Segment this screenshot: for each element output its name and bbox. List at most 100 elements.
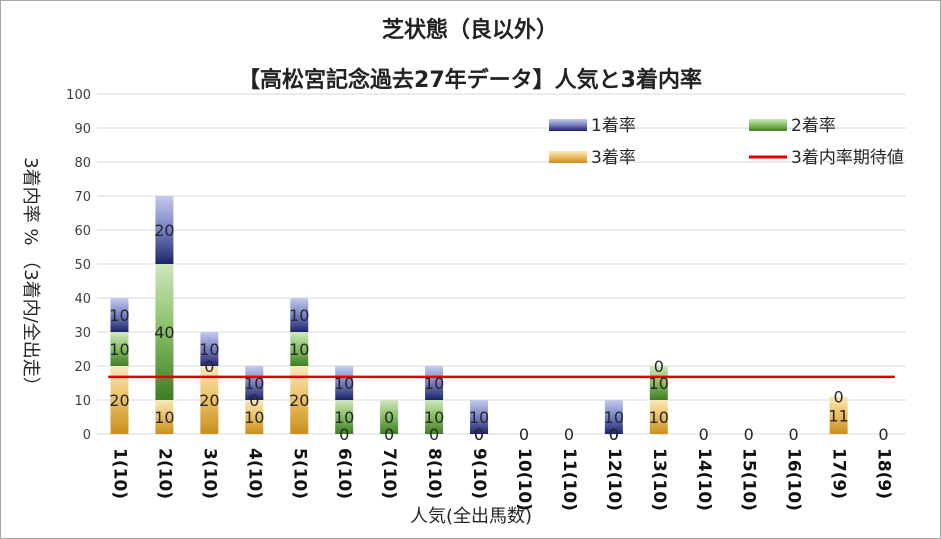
bar-3rd-4	[245, 400, 264, 434]
y-tick-40: 40	[74, 292, 91, 307]
x-tick-3: 3(10)	[199, 448, 219, 499]
x-tick-18: 18(9)	[874, 448, 894, 499]
legend-label-1着率: 1着率	[591, 116, 636, 136]
x-tick-9: 9(10)	[469, 448, 489, 499]
legend-label-2着率: 2着率	[791, 116, 836, 136]
label-3rd-1: 20	[109, 391, 129, 410]
label-3rd-17: 11	[828, 406, 848, 425]
legend-label-3着率: 3着率	[591, 148, 636, 168]
x-tick-7: 7(10)	[379, 448, 399, 499]
x-tick-5: 5(10)	[289, 448, 309, 499]
label-3rd-4: 10	[244, 408, 264, 427]
label-2nd-1: 10	[109, 340, 129, 359]
label-2nd-5: 10	[289, 340, 309, 359]
bar-1st-6	[335, 366, 354, 400]
label-2nd-3: 0	[204, 357, 214, 376]
bar-2nd-6	[335, 400, 354, 434]
x-tick-10: 10(10)	[514, 448, 534, 511]
label-2nd-12: 0	[609, 425, 619, 444]
x-tick-2: 2(10)	[154, 448, 174, 499]
label-3rd-15: 0	[744, 425, 754, 444]
x-tick-11: 11(10)	[559, 448, 579, 511]
legend-swatch-3着率	[549, 151, 587, 163]
bar-1st-8	[425, 366, 444, 400]
label-3rd-12: 0	[609, 425, 619, 444]
x-tick-4: 4(10)	[244, 448, 264, 499]
bar-2nd-5	[290, 332, 309, 366]
legend: 1着率 2着率 3着率 3着内率期待値	[549, 116, 904, 168]
bar-2nd-1	[110, 332, 129, 366]
bar-3rd-1	[110, 366, 129, 434]
label-2nd-7: 0	[384, 408, 394, 427]
label-3rd-3: 20	[199, 391, 219, 410]
x-tick-12: 12(10)	[604, 448, 624, 511]
bars	[110, 196, 848, 434]
bar-3rd-17	[829, 396, 848, 434]
label-3rd-9: 0	[474, 425, 484, 444]
x-tick-16: 16(10)	[784, 448, 804, 511]
y-tick-100: 100	[66, 88, 91, 103]
y-axis-title: 3着内率 % （3着内/全出走）	[20, 157, 41, 395]
x-tick-1: 1(10)	[109, 448, 129, 499]
y-tick-80: 80	[74, 156, 91, 171]
y-tick-60: 60	[74, 224, 91, 239]
label-3rd-5: 20	[289, 391, 309, 410]
label-3rd-18: 0	[878, 425, 888, 444]
x-tick-15: 15(10)	[739, 448, 759, 511]
legend-swatch-1着率	[549, 119, 587, 131]
bar-2nd-8	[425, 400, 444, 434]
label-1st-4: 10	[244, 374, 264, 393]
label-2nd-2: 40	[154, 323, 174, 342]
label-3rd-8: 0	[429, 425, 439, 444]
label-2nd-8: 10	[424, 408, 444, 427]
bar-1st-4	[245, 366, 264, 400]
bar-1st-5	[290, 298, 309, 332]
x-tick-8: 8(10)	[424, 448, 444, 499]
label-3rd-16: 0	[789, 425, 799, 444]
x-tick-6: 6(10)	[334, 448, 354, 499]
chart-subtitle: 【高松宮記念過去27年データ】人気と3着内率	[238, 67, 702, 93]
data-labels: 2010101040202001010010201010010100001010…	[109, 221, 888, 444]
bar-1st-12	[604, 400, 623, 434]
bar-3rd-13	[649, 400, 668, 434]
label-1st-3: 10	[199, 340, 219, 359]
bar-1st-2	[155, 196, 174, 264]
y-tick-10: 10	[74, 394, 91, 409]
y-tick-70: 70	[74, 190, 91, 205]
x-axis-title: 人気(全出馬数)	[410, 506, 532, 527]
label-2nd-9: 0	[474, 425, 484, 444]
label-3rd-7: 0	[384, 425, 394, 444]
label-1st-8: 10	[424, 374, 444, 393]
label-3rd-14: 0	[699, 425, 709, 444]
bar-3rd-3	[200, 366, 219, 434]
x-tick-13: 13(10)	[649, 448, 669, 511]
label-1st-1: 10	[109, 306, 129, 325]
label-3rd-11: 0	[564, 425, 574, 444]
label-1st-6: 10	[334, 374, 354, 393]
bar-3rd-5	[290, 366, 309, 434]
legend-swatch-2着率	[749, 119, 787, 131]
x-tick-14: 14(10)	[694, 448, 714, 511]
bar-1st-1	[110, 298, 129, 332]
chart-title: 芝状態（良以外）	[382, 17, 558, 43]
label-3rd-2: 10	[154, 408, 174, 427]
label-2nd-17: 0	[833, 388, 843, 407]
y-tick-30: 30	[74, 326, 91, 341]
label-2nd-6: 10	[334, 408, 354, 427]
label-3rd-13: 10	[649, 408, 669, 427]
label-1st-13: 0	[654, 357, 664, 376]
label-1st-9: 10	[469, 408, 489, 427]
y-tick-20: 20	[74, 360, 91, 375]
y-tick-90: 90	[74, 122, 91, 137]
bar-2nd-7	[380, 400, 399, 434]
bar-2nd-13	[649, 366, 668, 400]
label-1st-12: 10	[604, 408, 624, 427]
label-1st-2: 20	[154, 221, 174, 240]
bar-2nd-2	[155, 264, 174, 400]
label-1st-5: 10	[289, 306, 309, 325]
label-2nd-13: 10	[649, 374, 669, 393]
y-tick-50: 50	[74, 258, 91, 273]
label-3rd-10: 0	[519, 425, 529, 444]
